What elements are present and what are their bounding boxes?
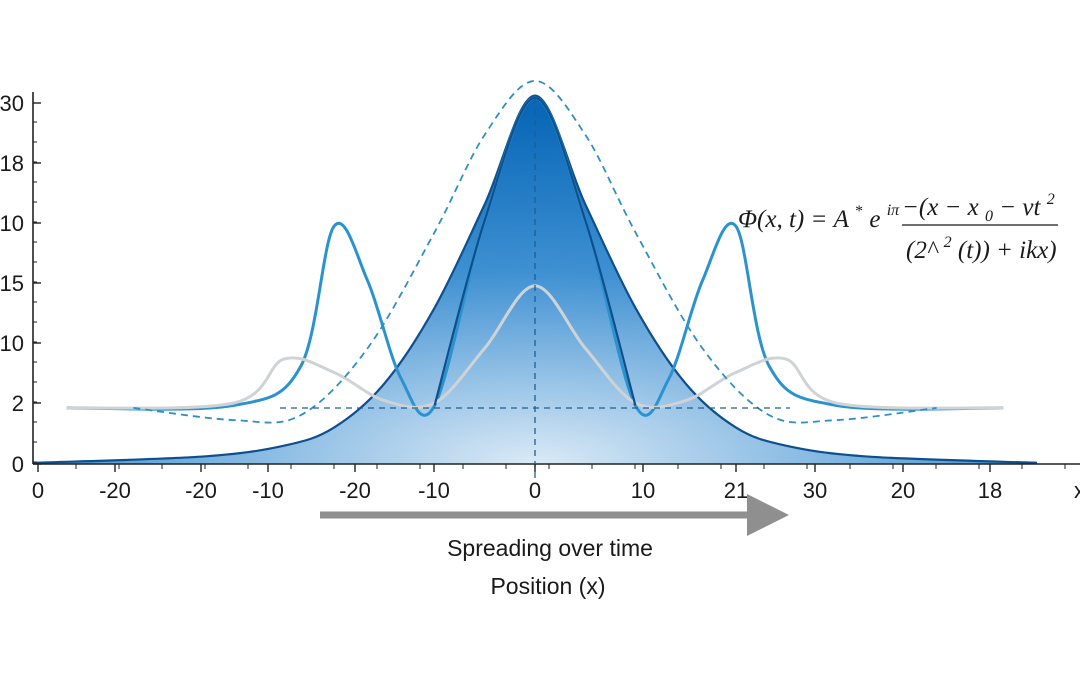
x-tick-label: 10 [631, 478, 655, 503]
x-tick-label: 18 [978, 478, 1002, 503]
formula-numerator-sup: 2 [1047, 191, 1055, 208]
formula-e: e [869, 206, 880, 233]
x-axis-end-label: x [1074, 478, 1080, 503]
svg-text:−(x − x 0 − vt: −(x − x 0 − vt 2 [902, 191, 1055, 227]
x-tick-label: 20 [891, 478, 915, 503]
x-axis-title: Position (x) [490, 573, 605, 599]
svg-text:Φ(x, t) = A * e: Φ(x, t) = A * e iπ [738, 195, 900, 233]
y-tick-label: 18 [0, 151, 24, 176]
formula-numerator-sub: 0 [985, 208, 993, 225]
x-tick-label: -10 [418, 478, 450, 503]
formula-star: * [855, 203, 863, 220]
x-ticks: 0 -20 -20 -10 -20 -10 0 10 21 30 20 18 [32, 464, 1066, 503]
x-tick-label: -20 [185, 478, 217, 503]
y-tick-label: 0 [12, 452, 24, 477]
spreading-label: Spreading over time [447, 535, 653, 561]
wave-formula: Φ(x, t) = A * e iπ −(x − x 0 − vt 2 (2^ … [738, 191, 1058, 264]
y-tick-label: 10 [0, 331, 24, 356]
x-tick-label: 21 [724, 478, 748, 503]
y-tick-label: 10 [0, 211, 24, 236]
x-tick-label: 30 [803, 478, 827, 503]
formula-lhs: Φ(x, t) = A [738, 206, 850, 233]
y-ticks: 0 2 10 15 10 18 30 [0, 91, 41, 477]
y-tick-label: 15 [0, 271, 24, 296]
envelope-outline [32, 94, 1038, 464]
formula-numerator: −(x − x [902, 194, 979, 221]
formula-exponent: iπ [887, 202, 900, 219]
y-tick-label: 2 [12, 391, 24, 416]
x-tick-label: -20 [339, 478, 371, 503]
formula-denominator-tail: (t)) + ikx) [958, 237, 1057, 264]
y-tick-label: 30 [0, 91, 24, 116]
formula-denominator: (2^ [906, 237, 939, 264]
svg-text:(2^ 2 (t)) + ikx): (2^ 2 (t)) + ikx) [906, 226, 1057, 264]
x-tick-label: -20 [99, 478, 131, 503]
dashed-envelope-line [133, 80, 937, 424]
x-tick-label: -10 [252, 478, 284, 503]
x-tick-label: 0 [32, 478, 44, 503]
x-tick-label: 0 [529, 478, 541, 503]
formula-denominator-sup: 2 [944, 234, 952, 251]
formula-numerator-tail: − vt [999, 194, 1041, 221]
